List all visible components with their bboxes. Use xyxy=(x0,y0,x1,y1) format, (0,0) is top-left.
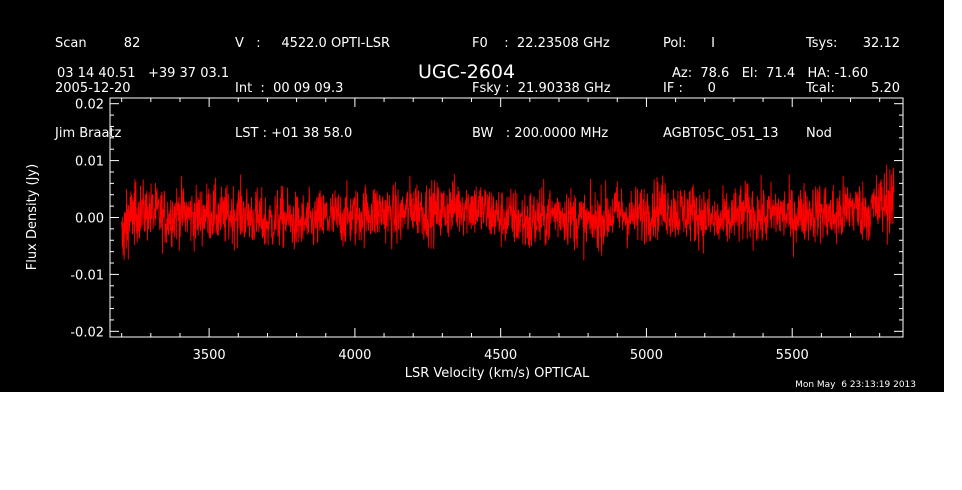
header-pol: Pol: I xyxy=(663,36,715,51)
x-tick-label: 4500 xyxy=(484,348,517,363)
header-date: 2005-12-20 xyxy=(55,81,131,96)
spectrum-series xyxy=(121,164,895,261)
y-tick-label: 0.01 xyxy=(75,155,104,170)
header-if: IF : 0 xyxy=(663,81,716,96)
header-col-frequency: F0 : 22.23508 GHz Fsky : 21.90338 GHz BW… xyxy=(472,6,611,156)
header-bw: BW : 200.0000 MHz xyxy=(472,126,609,141)
x-tick-label: 5500 xyxy=(776,348,809,363)
axis-ticks xyxy=(110,98,903,337)
header-f0: F0 : 22.23508 GHz xyxy=(472,36,610,51)
y-tick-label: 0.02 xyxy=(75,98,104,113)
y-axis-label: Flux Density (Jy) xyxy=(25,164,40,270)
header-col-pol: Pol: I IF : 0 AGBT05C_051_13 xyxy=(663,6,779,156)
header-col-tsys-values: 32.12 5.20 xyxy=(850,6,900,156)
header-nod: Nod xyxy=(806,126,832,141)
plot-frame xyxy=(109,97,904,338)
header-coords: 03 14 40.51 +39 37 03.1 xyxy=(57,66,230,81)
header-col-velocity: V : 4522.0 OPTI-LSR Int : 00 09 09.3 LST… xyxy=(235,6,390,156)
header-tcal-label: Tcal: xyxy=(806,81,835,96)
header-col-scan: Scan 82 2005-12-20 Jim Braatz xyxy=(55,6,140,156)
header-tcal-value: 5.20 xyxy=(871,81,900,96)
header-tsys-label: Tsys: xyxy=(806,36,838,51)
axis-tick-labels: 3500 4000 4500 5000 5500 -0.02 -0.01 0.00 0.01 0.… xyxy=(70,98,808,363)
source-name: UGC-2604 xyxy=(418,61,516,83)
header-lst: LST : +01 38 58.0 xyxy=(235,126,353,141)
spectrum-chart: 3500 4000 4500 5000 5500 -0.02 -0.01 0.00 0.01 0.… xyxy=(25,97,904,381)
header-fsky: Fsky : 21.90338 GHz xyxy=(472,81,611,96)
header-col-tsys-labels: Tsys: Tcal: Nod xyxy=(806,6,837,156)
header-pointing: Az: 78.6 El: 71.4 HA: -1.60 xyxy=(672,66,869,81)
header-integration: Int : 00 09 09.3 xyxy=(235,81,344,96)
x-tick-label: 5000 xyxy=(630,348,663,363)
x-tick-label: 4000 xyxy=(338,348,371,363)
header-scan: Scan 82 xyxy=(55,36,141,51)
y-tick-label: -0.02 xyxy=(70,325,104,340)
spectrum-line xyxy=(121,164,895,261)
x-axis-label: LSR Velocity (km/s) OPTICAL xyxy=(405,366,590,381)
header-tsys-value: 32.12 xyxy=(862,36,900,51)
header-project: AGBT05C_051_13 xyxy=(663,126,779,141)
x-tick-label: 3500 xyxy=(193,348,226,363)
y-tick-label: -0.01 xyxy=(70,268,104,283)
y-tick-label: 0.00 xyxy=(75,212,104,227)
header-velocity: V : 4522.0 OPTI-LSR xyxy=(235,36,391,51)
timestamp: Mon May 6 23:13:19 2013 xyxy=(795,380,916,390)
header-observer: Jim Braatz xyxy=(55,126,122,141)
